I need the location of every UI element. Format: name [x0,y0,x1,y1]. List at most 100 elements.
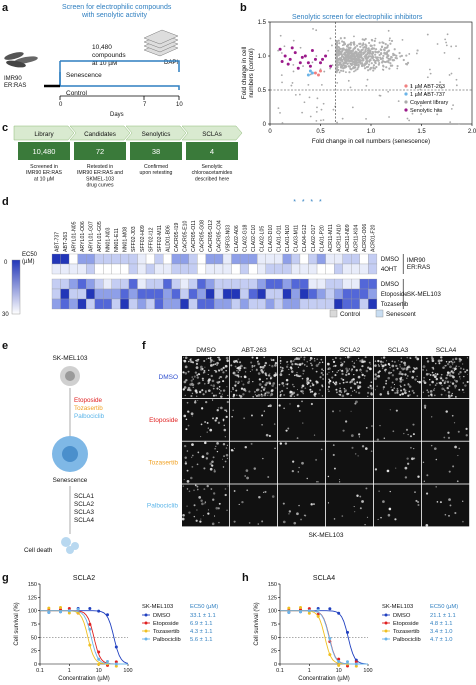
nucleus-dot [423,381,427,385]
library-point [354,46,357,49]
nucleus-dot [449,365,452,369]
heatmap-cell [359,288,369,300]
heatmap-cell [145,288,155,300]
nucleus-dot [359,495,362,498]
curve-xlabel: Concentration (µM) [58,676,109,682]
nucleus-dot [301,362,304,365]
nucleus-dot [230,364,233,367]
nucleus-dot [344,390,346,393]
nucleus-dot [315,364,319,367]
nucleus-dot [464,384,467,387]
nucleus-dot [218,392,221,395]
nucleus-dot [427,391,430,394]
nucleus-dot [182,388,185,391]
nucleus-dot [269,394,272,397]
nucleus-dot [411,457,414,461]
nucleus-dot [376,385,378,388]
data-point [59,605,63,609]
library-point [354,69,357,72]
library-point [372,64,376,67]
heatmap-cell [231,288,241,300]
nucleus-dot [328,378,330,380]
curve-legend-ec50-header: EC50 (µM) [190,604,218,610]
nucleus-dot [458,373,460,375]
nucleus-dot [280,362,282,364]
nucleus-dot [300,518,302,521]
nucleus-dot [285,360,289,364]
nucleus-dot [199,520,202,523]
nucleus-dot [344,392,346,394]
library-point [361,44,364,47]
nucleus-dot [353,365,356,369]
nucleus-dot [413,392,415,394]
nucleus-dot [190,476,193,480]
library-point [337,68,340,71]
library-point [444,38,447,41]
heatmap-cell [368,288,378,300]
nucleus-dot [374,468,378,471]
nucleus-dot [232,388,234,390]
library-point [364,49,367,52]
nucleus-dot [357,455,359,457]
legend-control-label: Control [340,311,360,318]
nucleus-dot [281,382,285,385]
nucleus-dot [411,376,415,379]
library-point [335,45,338,49]
nucleus-dot [207,382,210,385]
nucleus-dot [212,498,215,501]
compound-label: SFF02-M11 [157,225,163,252]
nucleus-dot [462,520,464,523]
nucleus-dot [452,371,455,374]
nucleus-dot [398,360,400,362]
library-point [382,54,385,57]
nucleus-dot [361,365,363,367]
nucleus-dot [355,359,358,361]
nucleus-dot [316,358,319,361]
nucleus-dot [271,384,275,388]
nucleus-dot [223,424,226,427]
nucleus-dot [416,357,420,361]
nucleus-dot [431,359,435,363]
flow-step-box [74,142,126,160]
library-point [360,56,363,59]
heatmap-cell [128,278,138,290]
x-tick-label: 0 [268,129,272,135]
nucleus-dot [338,479,341,481]
y-tick-label: 0 [274,662,277,668]
nucleus-dot [431,357,434,361]
nucleus-dot [286,387,288,389]
nucleus-dot [364,375,366,377]
compound-label: CLA01-P20 [319,225,325,252]
library-point [438,109,440,112]
heatmap-cell [180,278,189,290]
nucleus-dot [382,385,386,389]
compound-label: ARYL01-N05 [71,221,77,252]
nucleus-dot [426,360,430,363]
nucleus-dot [200,423,203,426]
library-point [342,62,345,65]
nucleus-dot [216,450,219,453]
library-point [362,46,365,49]
nucleus-dot [440,359,443,362]
nucleus-dot [193,515,196,518]
library-point [353,70,355,73]
nucleus-dot [454,511,457,515]
nucleus-dot [398,373,401,375]
nucleus-dot [407,365,411,368]
heatmap-cell [51,263,61,275]
senescence-label: Senescence [66,72,102,79]
y-tick-label: 125 [268,595,277,601]
nucleus-dot [300,356,302,358]
nucleus-dot [320,448,323,451]
nucleus-dot [189,383,192,386]
timeline-diagram [44,60,180,100]
nucleus-dot [348,368,350,370]
nucleus-dot [225,376,227,379]
flow-step-desc: upon retesting [140,170,173,176]
nucleus-dot [233,520,236,523]
y-tick-label: 125 [28,595,37,601]
nucleus-dot [263,410,266,412]
nucleus-dot [202,379,204,382]
library-point [450,45,453,48]
nucleus-dot [459,376,461,378]
